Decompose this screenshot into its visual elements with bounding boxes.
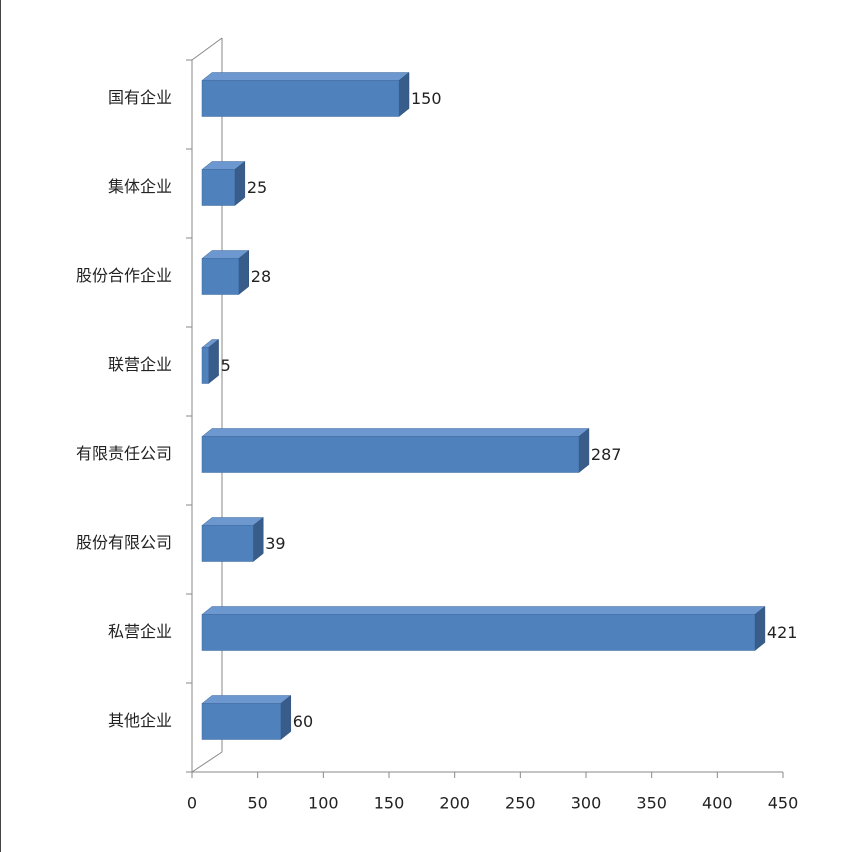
bar-top [201,606,766,615]
bar [201,614,756,651]
bar-top [201,517,264,526]
value-label: 28 [251,267,271,286]
bar-side [578,427,590,474]
x-tick-label: 200 [439,794,470,813]
x-tick-label: 0 [187,794,197,813]
bar-side [398,71,410,118]
x-tick-label: 50 [247,794,267,813]
y-tick-label: 联营企业 [108,355,172,374]
bar [201,169,236,206]
x-tick-label: 150 [374,794,405,813]
bar [201,525,254,562]
x-tick-label: 300 [571,794,602,813]
y-tick-label: 其他企业 [108,711,172,730]
bar-top [201,695,292,704]
x-tick-label: 100 [308,794,339,813]
x-tick-label: 400 [702,794,733,813]
bar [201,703,282,740]
bar [201,347,209,384]
y-tick-label: 有限责任公司 [76,444,172,463]
bar-side [280,694,292,741]
y-tick-label: 股份有限公司 [76,533,172,552]
bar-side [238,249,250,296]
y-tick-label: 国有企业 [108,88,172,107]
bar [201,80,400,117]
bar-side [754,605,766,652]
value-label: 25 [247,178,267,197]
y-tick-label: 私营企业 [108,622,172,641]
bar [201,258,240,295]
value-label: 421 [767,623,798,642]
bar-side [252,516,264,563]
bar-top [201,428,590,437]
value-label: 39 [265,534,285,553]
x-tick-label: 350 [636,794,667,813]
bar-top [201,72,410,81]
floor-edge [191,751,223,773]
y-tick-label: 集体企业 [108,177,172,196]
value-label: 150 [411,89,442,108]
bar-side [208,338,219,385]
y-tick-label: 股份合作企业 [76,266,172,285]
wall-edge [191,37,223,61]
x-tick-label: 450 [768,794,799,813]
x-tick-label: 250 [505,794,536,813]
bar [201,436,580,473]
bar-side [234,160,246,207]
value-label: 5 [221,356,231,375]
value-label: 60 [293,712,313,731]
value-label: 287 [591,445,622,464]
